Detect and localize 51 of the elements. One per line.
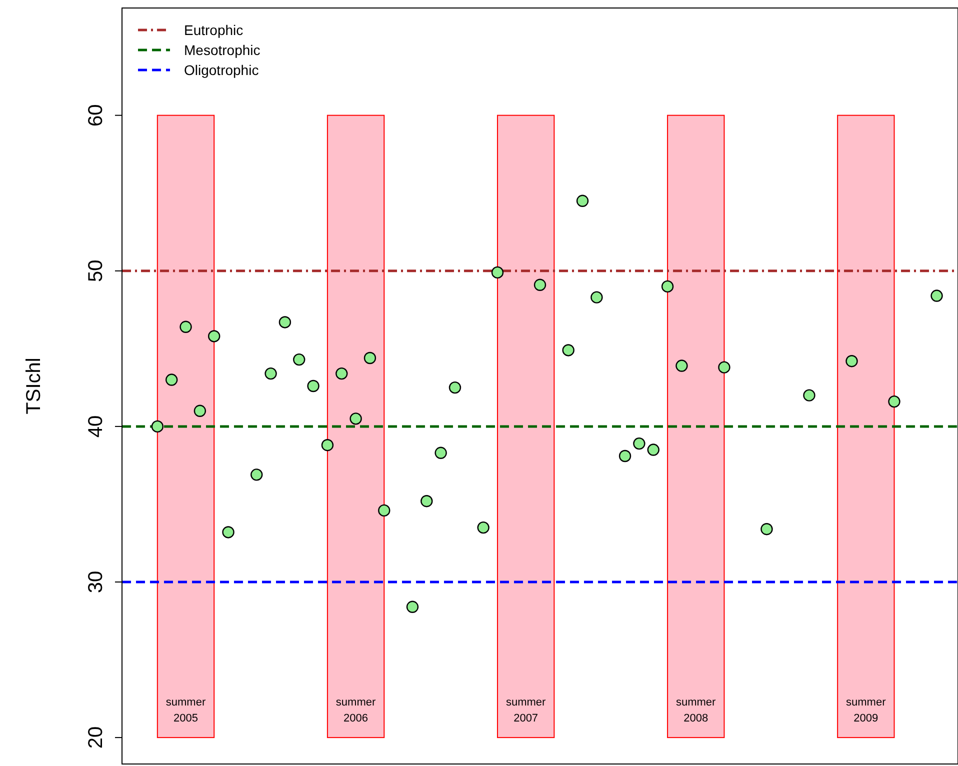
- y-tick-label: 40: [85, 415, 107, 438]
- point: [321, 439, 334, 452]
- annotation: summer 2006: [336, 696, 376, 725]
- point: [350, 412, 362, 425]
- point: [208, 330, 220, 342]
- point: [378, 504, 390, 517]
- point: [562, 344, 574, 356]
- point: [647, 444, 660, 456]
- point: [250, 468, 263, 481]
- point: [930, 290, 943, 302]
- point: [406, 600, 419, 613]
- point: [633, 437, 646, 450]
- y-tick-label: 60: [85, 104, 107, 126]
- point: [618, 450, 632, 462]
- point: [491, 266, 504, 279]
- annotation: summer 2005: [166, 696, 206, 725]
- point: [222, 526, 234, 538]
- point: [576, 194, 589, 207]
- point: [420, 495, 433, 508]
- point: [278, 316, 292, 328]
- point: [165, 374, 178, 386]
- y-axis-title: TSIchl: [23, 358, 45, 414]
- point: [661, 280, 674, 293]
- point: [590, 291, 603, 304]
- point: [151, 420, 164, 433]
- legend-label: Mesotrophic: [184, 42, 260, 58]
- point: [676, 360, 688, 372]
- point: [477, 521, 490, 534]
- y-tick-label: 30: [85, 570, 107, 594]
- point: [888, 395, 900, 408]
- point: [293, 353, 306, 366]
- legend-label: Oligotrophic: [184, 62, 259, 78]
- point: [264, 367, 277, 380]
- point: [336, 367, 348, 380]
- annotation: summer 2007: [506, 696, 546, 725]
- point: [846, 355, 858, 368]
- point: [448, 381, 462, 394]
- point: [718, 361, 730, 374]
- point: [534, 278, 546, 291]
- y-tick-label: 20: [85, 726, 107, 749]
- legend-label: Eutrophic: [184, 22, 244, 38]
- point: [803, 389, 816, 402]
- point: [364, 352, 376, 364]
- point: [760, 523, 773, 536]
- point: [307, 380, 320, 392]
- annotation: summer 2009: [846, 696, 886, 725]
- annotation: summer 2008: [676, 696, 716, 725]
- point: [194, 404, 206, 417]
- point: [180, 320, 192, 333]
- point: [434, 446, 447, 459]
- y-tick-label: 50: [85, 260, 107, 282]
